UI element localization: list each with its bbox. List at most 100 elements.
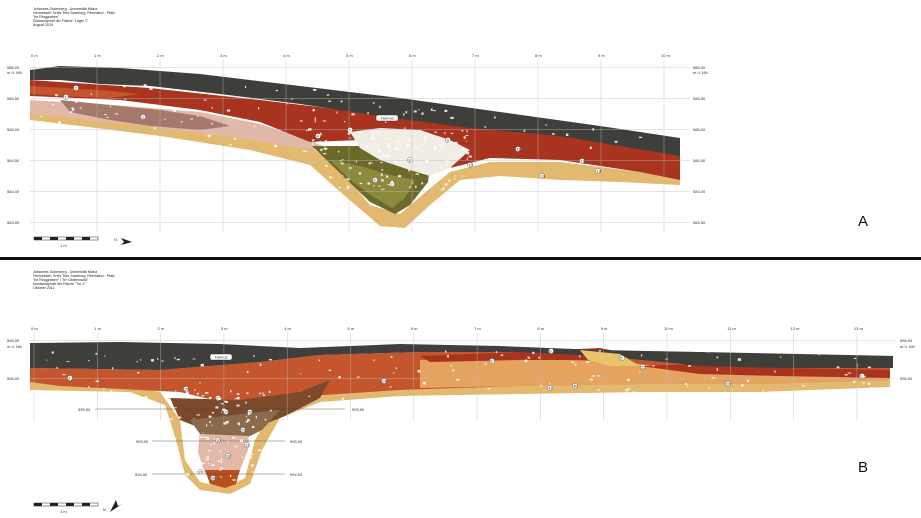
stone — [686, 386, 689, 388]
stone — [468, 155, 472, 158]
stone — [424, 136, 428, 139]
stone — [378, 143, 380, 146]
stone — [552, 133, 555, 135]
stone — [446, 355, 450, 358]
stone — [451, 157, 454, 159]
layer-marker-label: 2 — [75, 85, 78, 90]
stone — [209, 421, 211, 423]
layer-marker-label: 8 — [549, 348, 552, 353]
stone — [357, 136, 361, 138]
stone — [731, 388, 733, 391]
layer-tan-b — [30, 380, 890, 494]
stone — [213, 437, 216, 440]
stone — [48, 100, 50, 102]
layer-marker-label: 12 — [581, 158, 586, 163]
stone — [304, 150, 307, 153]
stone — [193, 461, 195, 464]
stone — [379, 105, 381, 108]
header-line: Oktober 2011 — [33, 286, 55, 291]
stone — [236, 396, 240, 400]
layer-marker: 13 — [595, 168, 602, 174]
stone — [340, 162, 344, 165]
stone — [205, 424, 208, 427]
layer-marker-label: 1 — [65, 94, 68, 99]
stone — [189, 146, 191, 149]
layer-marker-label: 5 — [349, 127, 352, 132]
stone — [359, 182, 363, 185]
x-tick-label: 11 m — [727, 326, 736, 331]
stone — [114, 113, 119, 115]
stone — [527, 356, 530, 358]
stone — [373, 134, 375, 137]
stone — [403, 127, 406, 129]
stone — [207, 462, 210, 465]
humus-label-box-a — [375, 114, 399, 122]
stone — [251, 425, 255, 429]
stone — [445, 160, 449, 162]
stone — [367, 146, 371, 148]
stone — [610, 124, 614, 127]
stone — [314, 117, 316, 120]
stone — [234, 398, 238, 400]
stone — [386, 154, 390, 157]
north-label-a: N — [114, 237, 117, 242]
stone — [139, 359, 142, 361]
stone — [326, 165, 328, 167]
layer-marker: 8 — [548, 348, 554, 354]
stone — [762, 390, 764, 392]
layer-marker-label: 37 — [198, 469, 203, 474]
stone — [174, 393, 178, 397]
layer-marker-circle — [445, 137, 451, 143]
layer-marker: 1 — [63, 94, 69, 100]
x-tick-label: 0 m — [31, 53, 38, 58]
y-left-labels-a: 586,00m ü. NN 585,50 585,00 584,50 584,00 583… — [7, 65, 22, 225]
stone — [199, 382, 201, 384]
stone — [149, 87, 153, 90]
stone — [457, 154, 461, 156]
x-tick-label: 10 m — [661, 53, 671, 58]
layer-marker-circle — [515, 146, 521, 152]
x-tick-label: 4 m — [283, 53, 290, 58]
layer-marker: 33 — [539, 173, 546, 179]
stone — [585, 361, 590, 363]
x-ticks-b: 0 m 1 m 2 m 3 m 4 m 5 m 6 m 7 m 8 m 9 m 10 m 11 m 12… — [31, 326, 863, 331]
stone — [194, 389, 196, 391]
inner-height-label: 594,50 — [290, 472, 303, 477]
layer-marker-label: 29 — [241, 427, 246, 432]
stone — [532, 351, 535, 355]
stone — [312, 143, 314, 146]
x-tick-label: 1 m — [94, 326, 101, 331]
stone — [527, 357, 531, 359]
layer-marker-circle — [539, 173, 545, 179]
stone — [75, 100, 78, 103]
x-tick-label: 7 m — [472, 53, 479, 58]
layer-marker-circle — [140, 114, 146, 120]
stone — [201, 395, 205, 397]
stone — [627, 378, 630, 382]
stone — [246, 415, 248, 418]
stone — [408, 169, 410, 172]
stone — [90, 93, 93, 95]
layer-marker-label: 32 — [226, 453, 231, 458]
inner-height-label: 595,50 — [352, 407, 365, 412]
layer-marker: 10 — [467, 162, 474, 168]
x-tick-label: 2 m — [157, 53, 164, 58]
stone — [59, 391, 62, 394]
stone — [173, 407, 177, 409]
stone — [262, 448, 266, 452]
layer-marker-label: 7 — [391, 181, 394, 186]
stone — [368, 162, 371, 165]
stone — [741, 384, 744, 387]
stone — [537, 111, 539, 113]
stone — [323, 147, 327, 150]
stone — [190, 396, 194, 399]
stone — [495, 351, 498, 354]
stone — [258, 107, 260, 110]
stone — [175, 390, 177, 392]
stone — [801, 385, 805, 387]
stone — [220, 467, 224, 470]
layer-marker: 1 — [67, 375, 73, 381]
stone — [454, 178, 456, 180]
stone — [379, 156, 382, 158]
x-tick-label: 0 m — [31, 326, 38, 331]
